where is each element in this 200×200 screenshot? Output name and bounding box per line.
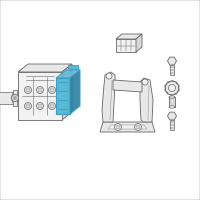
Circle shape (142, 79, 148, 85)
Circle shape (36, 102, 44, 110)
Polygon shape (62, 64, 72, 120)
Circle shape (168, 84, 176, 92)
Circle shape (24, 86, 32, 94)
Circle shape (114, 123, 122, 130)
Polygon shape (169, 97, 175, 107)
Polygon shape (13, 90, 17, 106)
Circle shape (36, 86, 44, 94)
Polygon shape (70, 70, 80, 114)
Circle shape (50, 88, 54, 92)
Circle shape (165, 81, 179, 95)
Ellipse shape (169, 96, 175, 98)
Circle shape (26, 104, 30, 108)
Polygon shape (140, 78, 153, 122)
Circle shape (38, 88, 42, 92)
Circle shape (134, 123, 142, 130)
Circle shape (50, 104, 54, 108)
Polygon shape (136, 34, 142, 52)
Polygon shape (56, 70, 80, 78)
Polygon shape (108, 125, 147, 129)
FancyBboxPatch shape (18, 72, 62, 120)
Ellipse shape (169, 106, 175, 108)
Polygon shape (68, 65, 78, 69)
Circle shape (116, 125, 120, 129)
Polygon shape (113, 80, 142, 92)
Polygon shape (116, 34, 142, 39)
Circle shape (136, 125, 140, 129)
Polygon shape (0, 92, 15, 104)
Circle shape (38, 104, 42, 108)
Polygon shape (116, 39, 136, 52)
Circle shape (14, 97, 16, 99)
Polygon shape (170, 65, 174, 75)
Polygon shape (100, 122, 155, 132)
Circle shape (26, 88, 30, 92)
Circle shape (48, 102, 56, 110)
Polygon shape (170, 120, 174, 130)
FancyBboxPatch shape (56, 78, 70, 114)
Circle shape (24, 102, 32, 110)
Polygon shape (102, 72, 115, 122)
Ellipse shape (12, 92, 18, 104)
Circle shape (12, 95, 18, 102)
Circle shape (106, 73, 112, 79)
Polygon shape (18, 64, 72, 72)
Circle shape (48, 86, 56, 94)
